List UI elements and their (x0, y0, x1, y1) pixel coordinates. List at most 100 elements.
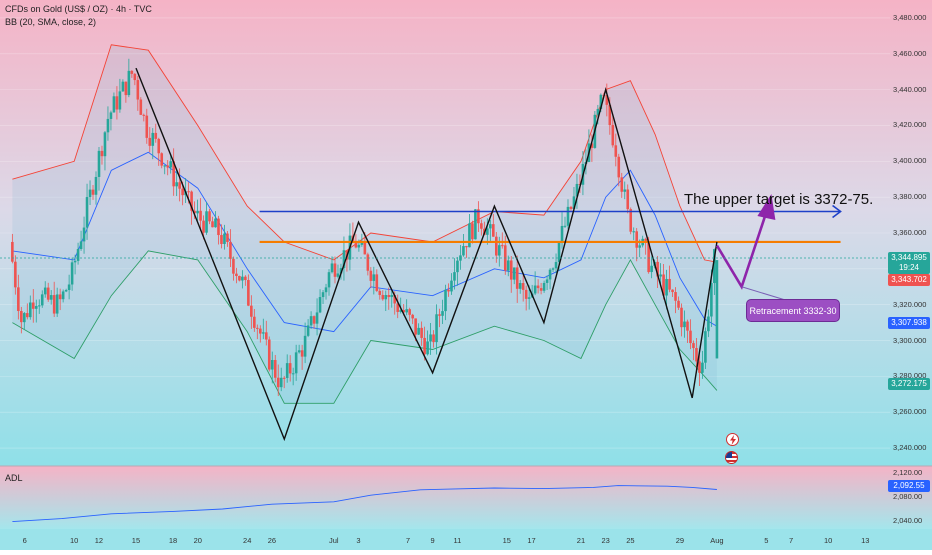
candle-body (438, 314, 441, 316)
candle-body (480, 223, 483, 229)
time-tick-label: 25 (626, 536, 635, 545)
lightning-event-icon[interactable] (726, 433, 739, 446)
candle-body (384, 295, 388, 300)
candle-body (399, 310, 403, 312)
candle-body (31, 302, 35, 309)
candle-body (67, 284, 71, 291)
candle-body (515, 267, 519, 289)
candle-body (369, 270, 373, 281)
main-pane-background (0, 0, 932, 466)
candle-body (288, 363, 292, 374)
candle-body (539, 288, 543, 291)
candle-body (217, 218, 220, 236)
candle-body (536, 285, 540, 289)
projection-arrows (715, 194, 793, 303)
candle-body (76, 249, 80, 261)
price-tick-label: 3,480.000 (893, 12, 927, 22)
candle-body (638, 245, 641, 248)
candle-body (94, 176, 98, 195)
candle-body (599, 94, 603, 109)
candle-body (620, 177, 624, 192)
candle-body (136, 80, 140, 100)
candle-body (88, 189, 92, 198)
candle-body (695, 348, 698, 362)
target-arrowhead (832, 204, 842, 219)
candle-body (441, 311, 444, 316)
candle-body (444, 289, 447, 312)
price-tick-label: 3,440.000 (893, 84, 927, 94)
bb-middle-line (12, 151, 718, 333)
adl-legend[interactable]: ADL (5, 473, 23, 483)
time-tick-label: 5 (764, 536, 769, 545)
candle-body (551, 268, 555, 270)
time-tick-label: 6 (22, 536, 27, 545)
candle-body (521, 283, 525, 290)
candle-body (327, 272, 331, 288)
candle-body (710, 283, 713, 317)
indicator-legend[interactable]: BB (20, SMA, close, 2) (5, 17, 97, 27)
candle-body (474, 209, 477, 240)
candle-body (181, 188, 184, 196)
time-tick-label: 9 (430, 536, 435, 545)
candle-body (124, 81, 128, 96)
projection-arrowhead (757, 194, 776, 221)
time-tick-label: 18 (168, 536, 178, 545)
candle-body (256, 327, 259, 329)
us-flag-event-icon[interactable] (725, 451, 738, 464)
candle-body (267, 339, 271, 370)
candle-body (49, 295, 53, 300)
candle-body (115, 96, 119, 110)
candle-body (250, 305, 253, 317)
candle-body (506, 260, 510, 271)
candle-body (375, 274, 379, 291)
candle-body (533, 285, 537, 294)
candle-body (435, 314, 438, 343)
time-tick-label: 7 (405, 536, 410, 545)
candle-body (34, 306, 38, 309)
candle-body (354, 243, 358, 248)
candle-body (23, 313, 26, 323)
candle-body (139, 99, 143, 115)
candle-body (133, 73, 137, 81)
candle-body (707, 316, 710, 332)
candle-body (527, 297, 531, 299)
candle-body (629, 209, 633, 232)
time-tick-label: 20 (193, 536, 202, 545)
candle-body (82, 227, 86, 242)
time-tick-label: Jul (328, 536, 339, 545)
candle-body (25, 313, 29, 318)
candle-body (157, 138, 161, 154)
candle-body (259, 328, 262, 334)
candle-body (187, 191, 190, 193)
candle-body (330, 263, 334, 273)
candle-body (468, 223, 471, 248)
current-price-value: 3,344.895 (891, 253, 927, 262)
time-tick-label: 13 (861, 536, 870, 545)
candle-body (52, 295, 56, 314)
candle-body (465, 246, 468, 248)
candle-body (554, 261, 558, 269)
candle-body (575, 183, 579, 197)
upper-target-annotation: The upper target is 3372-75. (684, 191, 874, 208)
candle-body (297, 350, 301, 353)
candle-body (121, 81, 125, 92)
candle-body (318, 297, 322, 313)
candle-body (229, 241, 232, 259)
candle-body (103, 132, 107, 157)
candle-body (43, 287, 47, 295)
time-axis-background (0, 529, 932, 550)
candle-body (486, 228, 489, 235)
candle-body (393, 294, 397, 304)
price-tick-label: 3,240.000 (893, 443, 927, 453)
candle-body (202, 220, 205, 233)
candle-body (417, 327, 420, 335)
price-tick-label: 3,300.000 (893, 335, 927, 345)
candle-body (447, 289, 450, 292)
candle-body (73, 260, 77, 263)
candle-body (154, 132, 158, 139)
candle-body (85, 197, 89, 228)
candle-body (420, 327, 423, 338)
candle-body (46, 287, 50, 300)
